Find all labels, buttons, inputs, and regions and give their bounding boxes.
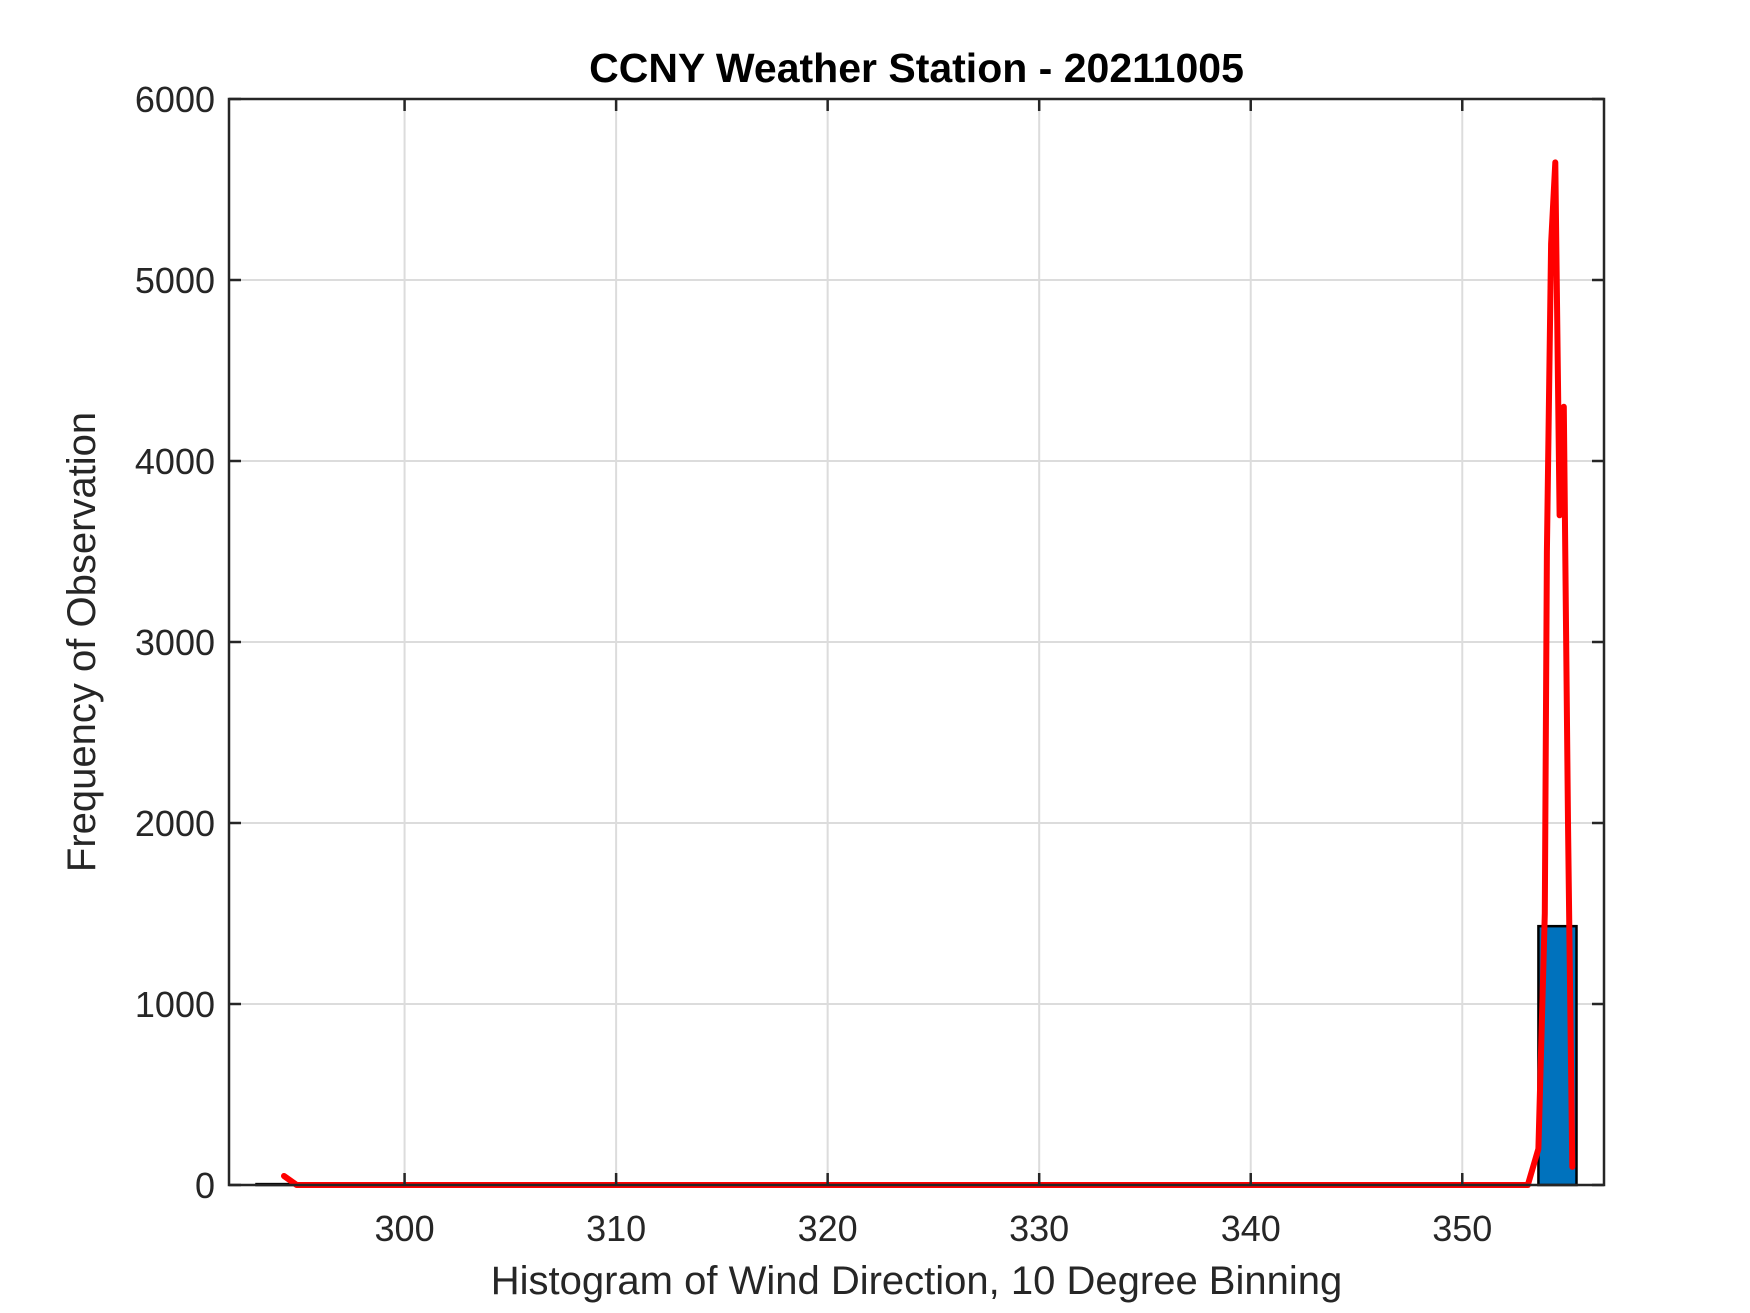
- y-tick-label: 2000: [135, 803, 215, 844]
- x-tick-label: 300: [375, 1208, 435, 1249]
- x-tick-label: 340: [1221, 1208, 1281, 1249]
- y-tick-label: 4000: [135, 441, 215, 482]
- y-axis-label: Frequency of Observation: [60, 412, 104, 872]
- y-tick-label: 1000: [135, 984, 215, 1025]
- x-tick-label: 320: [798, 1208, 858, 1249]
- y-tick-label: 3000: [135, 622, 215, 663]
- y-tick-label: 5000: [135, 260, 215, 301]
- x-axis-label: Histogram of Wind Direction, 10 Degree B…: [491, 1259, 1343, 1303]
- grid: [229, 99, 1604, 1185]
- x-tick-label: 330: [1009, 1208, 1069, 1249]
- x-tick-label: 310: [586, 1208, 646, 1249]
- chart-title: CCNY Weather Station - 20211005: [589, 45, 1244, 91]
- y-tick-label: 0: [195, 1165, 215, 1206]
- axis-ticks: 300 310 320 330 340 350 0 1000 2000 3000 4000 5000 6…: [135, 79, 1604, 1249]
- y-tick-label: 6000: [135, 79, 215, 120]
- x-tick-label: 350: [1432, 1208, 1492, 1249]
